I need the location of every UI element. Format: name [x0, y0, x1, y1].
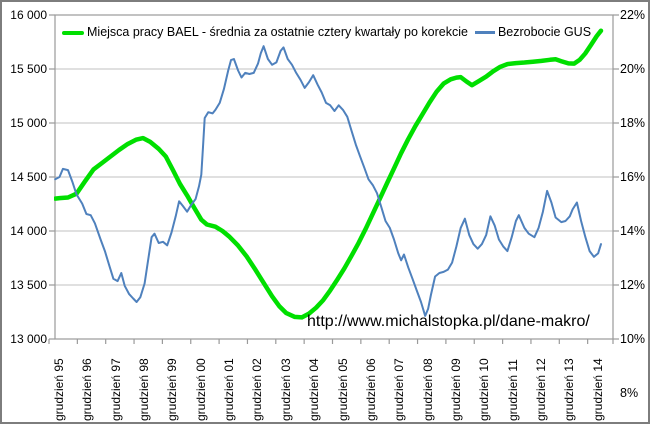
legend-label-gus: Bezrobocie GUS — [497, 25, 592, 39]
y-left-tick-label: 14 000 — [10, 224, 47, 238]
x-tick-label: grudzień 07 — [392, 358, 407, 421]
x-tick-label: grudzień 14 — [590, 358, 605, 421]
y-right-tick-label: 12% — [620, 278, 646, 292]
y-left-tick-label: 13 000 — [10, 332, 47, 346]
legend: Miejsca pracy BAEL - średnia za ostatnie… — [62, 25, 591, 40]
y-right-tick-label: 22% — [620, 8, 646, 22]
x-tick-label: grudzień 04 — [307, 358, 322, 421]
legend-swatch-bael-icon — [62, 30, 84, 35]
x-tick-label: grudzień 96 — [80, 358, 95, 421]
x-tick-label: grudzień 98 — [137, 358, 152, 421]
y-right-tick-label: 18% — [620, 116, 646, 130]
x-tick-label: grudzień 11 — [505, 359, 520, 421]
x-tick-label: grudzień 10 — [477, 358, 492, 421]
x-tick-label: grudzień 05 — [335, 358, 350, 421]
x-tick-label: grudzień 02 — [250, 358, 265, 421]
y-right-tick-label: 8% — [620, 386, 639, 400]
x-tick-label: grudzień 95 — [52, 358, 66, 421]
x-tick-label: grudzień 00 — [193, 358, 208, 421]
x-tick-label: grudzień 99 — [165, 358, 180, 421]
y-left-tick-label: 13 500 — [10, 278, 47, 292]
legend-item-bael: Miejsca pracy BAEL - średnia za ostatnie… — [62, 25, 468, 40]
x-tick-label: grudzień 97 — [108, 358, 123, 421]
legend-swatch-gus-icon — [474, 31, 495, 34]
x-tick-label: grudzień 01 — [222, 358, 237, 421]
x-tick-label: grudzień 03 — [278, 358, 293, 421]
series-line-bael — [54, 28, 604, 320]
legend-item-gus: Bezrobocie GUS — [474, 25, 592, 40]
y-left-tick-label: 15 500 — [10, 62, 47, 76]
y-right-tick-label: 10% — [620, 332, 646, 346]
y-right-tick-label: 14% — [620, 224, 646, 238]
y-left-tick-label: 16 000 — [10, 8, 47, 22]
y-left-tick-label: 14 500 — [10, 170, 47, 184]
legend-label-bael: Miejsca pracy BAEL - średnia za ostatnie… — [87, 25, 468, 39]
y-right-tick-label: 16% — [620, 170, 646, 184]
annotation-url: http://www.michalstopka.pl/dane-makro/ — [307, 313, 590, 330]
x-tick-label: grudzień 13 — [562, 358, 577, 421]
x-tick-label: grudzień 12 — [533, 358, 548, 421]
x-tick-label: grudzień 09 — [448, 358, 463, 421]
y-left-tick-label: 15 000 — [10, 116, 47, 130]
series-line-gus — [54, 45, 602, 317]
y-right-tick-label: 20% — [620, 62, 646, 76]
x-tick-label: grudzień 08 — [420, 358, 435, 421]
x-tick-label: grudzień 06 — [363, 358, 378, 421]
